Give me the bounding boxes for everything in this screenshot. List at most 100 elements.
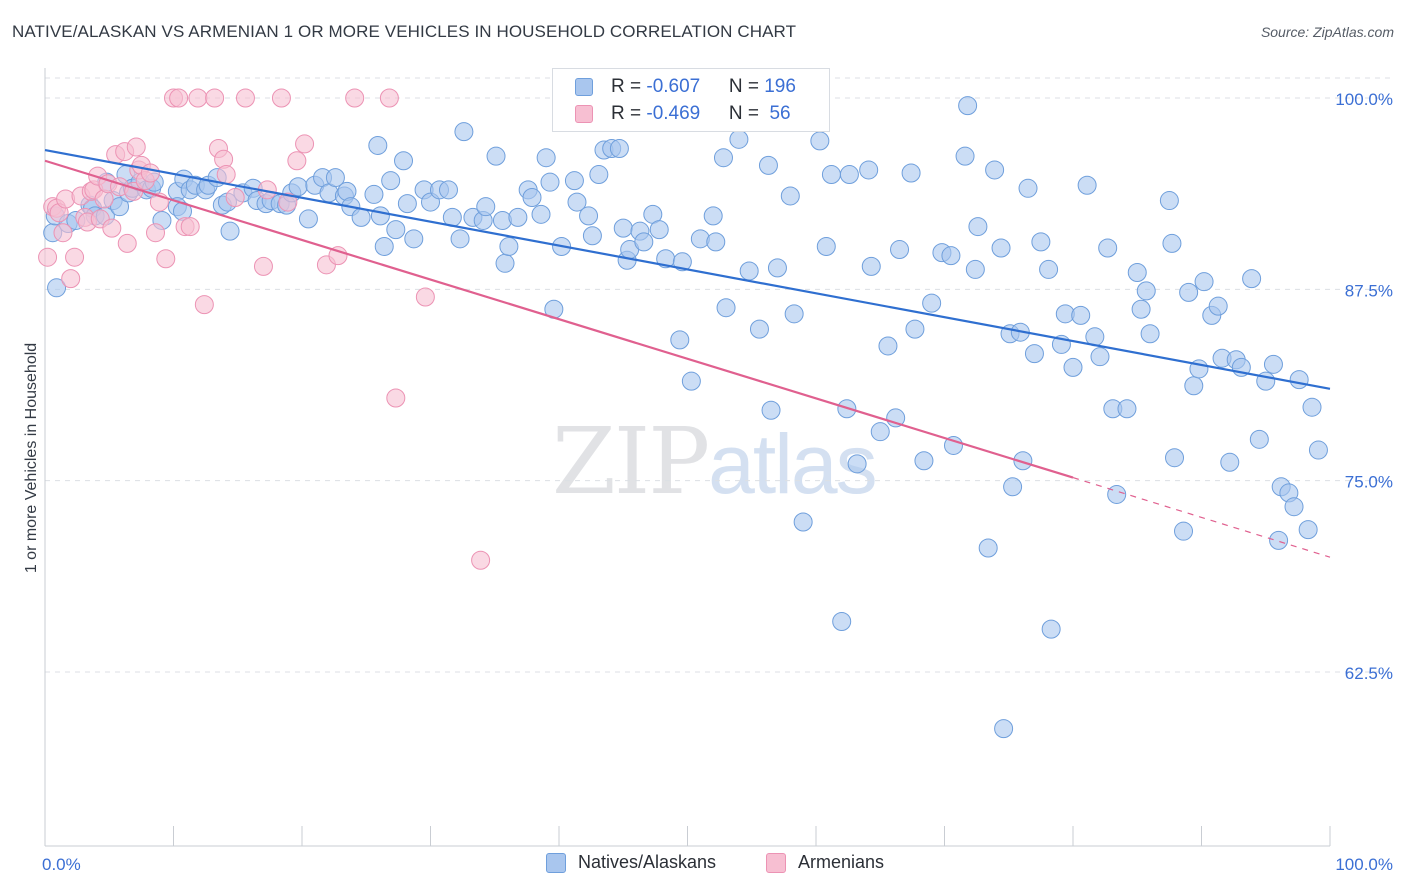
armenian-point [345,88,365,108]
native-point [368,135,388,155]
native-point [780,186,800,206]
armenian-point [194,295,214,315]
native-point [821,165,841,185]
native-point [1184,376,1204,396]
native-point [870,422,890,442]
native-point [1220,452,1240,472]
armenian-point [61,269,81,289]
armenian-point [65,247,85,267]
armenian-point [253,256,273,276]
native-point [1165,448,1185,468]
native-point [495,253,515,273]
bottom-legend-swatch-natives [546,853,566,873]
native-point [832,611,852,631]
native-point [386,220,406,240]
armenian-point [188,88,208,108]
native-point [1127,262,1147,282]
native-point [564,171,584,191]
native-point [394,151,414,171]
x-tick-label: 100.0% [1335,855,1393,874]
native-point [890,240,910,260]
native-point [994,719,1014,739]
native-point [1117,399,1137,419]
bottom-legend-label-natives: Natives/Alaskans [578,852,717,872]
native-point [991,238,1011,258]
legend-n-label: N = [728,103,765,124]
armenian-point [56,189,76,209]
native-point [1136,281,1156,301]
native-point [985,160,1005,180]
armenian-point [295,134,315,154]
x-tick-label: 0.0% [42,855,81,874]
native-point [1162,233,1182,253]
native-point [522,187,542,207]
native-point [649,220,669,240]
native-point [965,259,985,279]
native-point [767,258,787,278]
native-point [1179,282,1199,302]
native-point [1039,259,1059,279]
native-point [1174,521,1194,541]
armenian-point [328,246,348,266]
native-trend-line [44,148,1331,390]
native-point [1063,357,1083,377]
armenian-point [117,233,137,253]
native-point [508,207,528,227]
native-point [1242,269,1262,289]
armenian-point [180,217,200,237]
native-point [914,451,934,471]
y-tick-label: 100.0% [1335,90,1393,109]
native-point [713,148,733,168]
armenian-point [38,247,58,267]
native-point [749,319,769,339]
native-point [298,209,318,229]
native-point [847,454,867,474]
native-point [1090,347,1110,367]
armenian-point [53,223,73,243]
native-point [1013,451,1033,471]
native-point [716,298,736,318]
native-point [1024,344,1044,364]
native-point [579,206,599,226]
armenian-point [386,388,406,408]
armenian-point [278,192,298,212]
source-label: Source: ZipAtlas.com [1260,24,1394,40]
armenian-point [216,165,236,185]
native-point [589,165,609,185]
native-point [810,131,830,151]
native-point [703,206,723,226]
native-point [958,96,978,116]
native-point [1131,299,1151,319]
native-point [364,184,384,204]
native-point [454,122,474,142]
legend-n-value: 196 [764,76,796,97]
y-axis-label: 1 or more Vehicles in Household [23,343,40,573]
native-point [220,221,240,241]
native-point [739,261,759,281]
native-point [540,172,560,192]
legend-swatch-armenians [575,105,593,123]
y-tick-label: 87.5% [1345,281,1393,300]
native-point [1077,175,1097,195]
bottom-legend-label-armenians: Armenians [798,852,885,872]
armenian-point [379,88,399,108]
native-point [47,278,67,298]
armenian-point [471,550,491,570]
native-point [943,435,963,455]
native-point [706,232,726,252]
native-point [1018,178,1038,198]
native-point [1289,370,1309,390]
native-point [325,168,345,188]
native-point [288,177,308,197]
native-point [374,236,394,256]
armenian-trend-extension [1072,477,1331,558]
armenian-point [235,88,255,108]
armenian-point [126,137,146,157]
y-tick-label: 75.0% [1345,473,1393,492]
native-point [381,171,401,191]
native-point [1194,272,1214,292]
native-point [905,319,925,339]
native-point [901,163,921,183]
native-point [1098,238,1118,258]
armenian-point [271,88,291,108]
